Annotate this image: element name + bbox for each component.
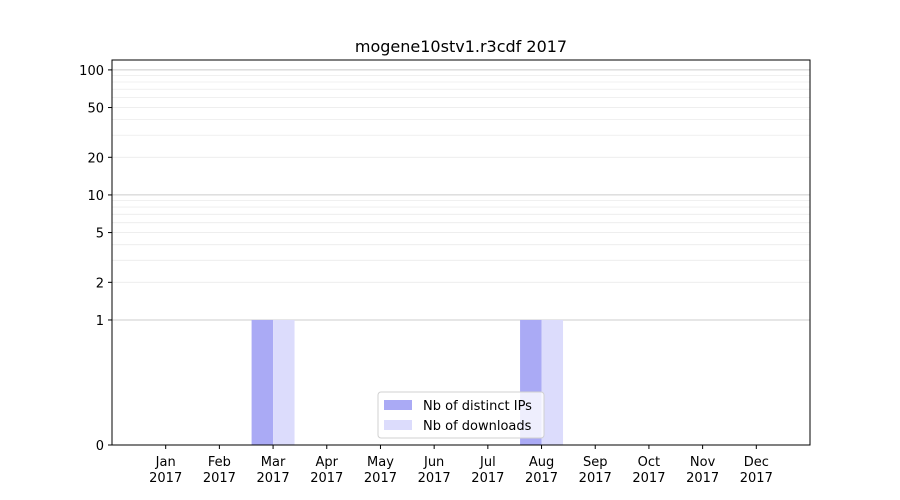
legend-label: Nb of downloads	[423, 419, 532, 434]
y-tick-label: 2	[96, 276, 104, 291]
chart-title: mogene10stv1.r3cdf 2017	[355, 37, 567, 56]
x-axis: Jan2017Feb2017Mar2017Apr2017May2017Jun20…	[149, 445, 773, 486]
bar-distinct-ips	[251, 319, 274, 445]
y-axis: 0 1 2 5 10 20 50 100	[79, 64, 112, 454]
x-tick-label-year: 2017	[203, 471, 236, 486]
bar-downloads	[541, 319, 564, 445]
y-tick-label: 1	[96, 314, 104, 329]
x-tick-label-month: Jun	[423, 455, 444, 470]
x-tick-label-year: 2017	[257, 471, 290, 486]
x-tick-label-year: 2017	[364, 471, 397, 486]
x-tick-label-month: Jan	[155, 455, 176, 470]
x-tick-label-month: Dec	[744, 455, 769, 470]
x-tick-label-year: 2017	[525, 471, 558, 486]
x-tick-label-month: Jul	[479, 455, 496, 470]
x-tick-label-month: Feb	[208, 455, 231, 470]
grid-lines	[112, 69, 810, 321]
x-tick-label-month: Nov	[690, 455, 716, 470]
y-tick-label: 50	[87, 102, 104, 117]
x-tick-label-year: 2017	[418, 471, 451, 486]
plot-area-frame	[111, 59, 811, 446]
bar-downloads	[273, 319, 295, 445]
x-tick-label-year: 2017	[149, 471, 182, 486]
x-tick-label-month: Oct	[638, 455, 660, 470]
x-tick-label-year: 2017	[632, 471, 665, 486]
x-tick-label-year: 2017	[579, 471, 612, 486]
x-tick-label-year: 2017	[471, 471, 504, 486]
x-tick-label-month: Aug	[529, 455, 554, 470]
y-tick-label: 0	[96, 439, 104, 454]
x-tick-label-year: 2017	[310, 471, 343, 486]
y-tick-label: 5	[96, 227, 104, 242]
legend-label: Nb of distinct IPs	[423, 399, 532, 414]
legend: Nb of distinct IPs Nb of downloads	[377, 391, 545, 439]
legend-box	[377, 391, 545, 439]
x-tick-label-month: Sep	[583, 455, 608, 470]
legend-swatch	[384, 420, 412, 430]
y-tick-label: 100	[79, 64, 104, 79]
x-tick-label-month: Apr	[316, 455, 339, 470]
x-tick-label-month: Mar	[261, 455, 286, 470]
y-tick-label: 10	[87, 189, 104, 204]
x-tick-label-year: 2017	[686, 471, 719, 486]
y-tick-label: 20	[87, 151, 104, 166]
x-tick-label-year: 2017	[740, 471, 773, 486]
x-tick-label-month: May	[367, 455, 394, 470]
legend-swatch	[384, 400, 412, 410]
